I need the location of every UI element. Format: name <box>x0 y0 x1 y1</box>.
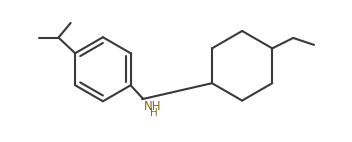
Text: H: H <box>150 107 158 118</box>
Text: NH: NH <box>144 100 162 113</box>
